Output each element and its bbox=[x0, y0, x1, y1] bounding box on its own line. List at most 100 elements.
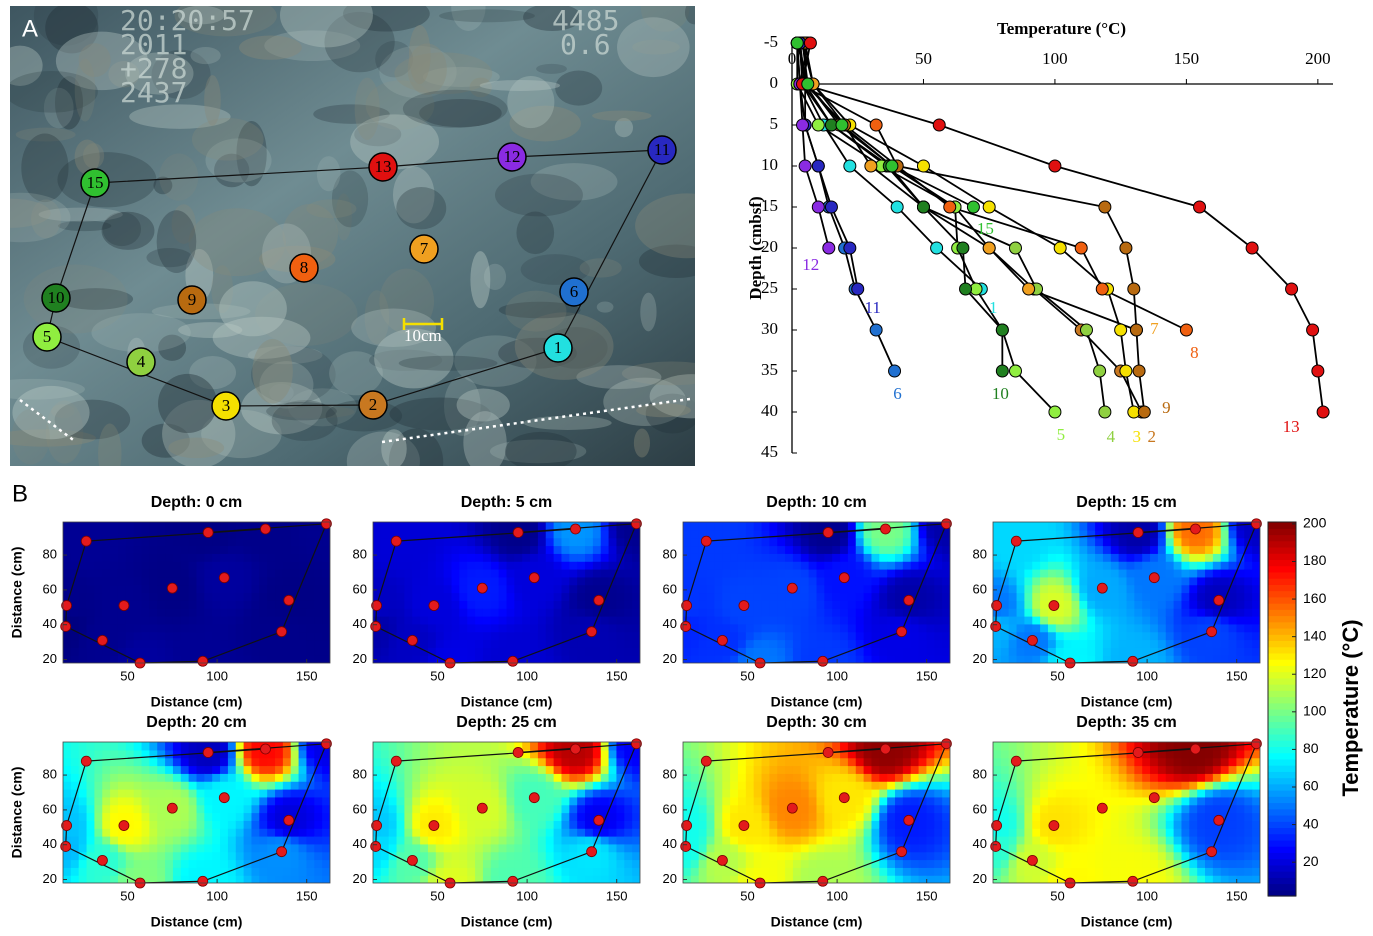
sensor-point bbox=[407, 855, 417, 865]
field-cell bbox=[616, 860, 624, 868]
field-cell bbox=[824, 844, 832, 852]
field-cell bbox=[381, 616, 389, 624]
field-cell bbox=[389, 585, 397, 593]
field-cell bbox=[436, 585, 444, 593]
field-cell bbox=[738, 640, 746, 648]
field-cell bbox=[1017, 546, 1025, 554]
field-cell bbox=[801, 867, 809, 875]
field-cell bbox=[428, 569, 436, 577]
field-cell bbox=[793, 836, 801, 844]
field-cell bbox=[381, 750, 389, 758]
field-cell bbox=[251, 569, 259, 577]
field-cell bbox=[1095, 647, 1103, 655]
field-cell bbox=[593, 585, 601, 593]
profile-point bbox=[967, 201, 979, 213]
field-cell bbox=[499, 844, 507, 852]
field-cell bbox=[181, 593, 189, 601]
y-tick-label: 20 bbox=[43, 651, 57, 666]
field-cell bbox=[1001, 742, 1009, 750]
field-cell bbox=[691, 655, 699, 663]
field-cell bbox=[165, 758, 173, 766]
rock-texture bbox=[102, 212, 155, 250]
field-cell bbox=[499, 742, 507, 750]
field-cell bbox=[601, 852, 609, 860]
field-cell bbox=[204, 553, 212, 561]
sensor-point bbox=[61, 621, 71, 631]
field-cell bbox=[71, 828, 79, 836]
field-cell bbox=[306, 632, 314, 640]
field-cell bbox=[291, 773, 299, 781]
profile-point bbox=[852, 283, 864, 295]
field-cell bbox=[102, 844, 110, 852]
field-cell bbox=[569, 608, 577, 616]
field-cell bbox=[561, 836, 569, 844]
field-cell bbox=[809, 828, 817, 836]
field-cell bbox=[699, 600, 707, 608]
field-cell bbox=[762, 797, 770, 805]
field-cell bbox=[848, 600, 856, 608]
field-cell bbox=[149, 773, 157, 781]
field-cell bbox=[817, 593, 825, 601]
field-cell bbox=[840, 561, 848, 569]
field-cell bbox=[499, 593, 507, 601]
field-cell bbox=[322, 828, 330, 836]
field-cell bbox=[1048, 569, 1056, 577]
site-label: 6 bbox=[570, 282, 579, 301]
y-tick-label: 40 bbox=[663, 616, 677, 631]
field-cell bbox=[283, 781, 291, 789]
field-cell bbox=[220, 813, 228, 821]
field-cell bbox=[259, 766, 267, 774]
field-cell bbox=[63, 867, 71, 875]
field-cell bbox=[616, 867, 624, 875]
field-cell bbox=[848, 593, 856, 601]
field-cell bbox=[1095, 569, 1103, 577]
field-cell bbox=[934, 820, 942, 828]
field-cell bbox=[887, 546, 895, 554]
field-cell bbox=[397, 561, 405, 569]
field-cell bbox=[554, 844, 562, 852]
field-cell bbox=[157, 813, 165, 821]
field-cell bbox=[609, 538, 617, 546]
field-cell bbox=[220, 773, 228, 781]
y-tick-label: 80 bbox=[43, 547, 57, 562]
field-cell bbox=[926, 820, 934, 828]
field-cell bbox=[475, 820, 483, 828]
field-cell bbox=[94, 813, 102, 821]
field-cell bbox=[126, 844, 134, 852]
field-cell bbox=[871, 632, 879, 640]
field-cell bbox=[801, 561, 809, 569]
field-cell bbox=[173, 608, 181, 616]
field-cell bbox=[1095, 600, 1103, 608]
field-cell bbox=[251, 852, 259, 860]
field-cell bbox=[856, 844, 864, 852]
field-cell bbox=[832, 844, 840, 852]
field-cell bbox=[514, 624, 522, 632]
field-cell bbox=[762, 867, 770, 875]
field-cell bbox=[259, 805, 267, 813]
field-cell bbox=[801, 593, 809, 601]
field-cell bbox=[585, 867, 593, 875]
field-cell bbox=[1040, 530, 1048, 538]
field-cell bbox=[887, 616, 895, 624]
field-cell bbox=[691, 616, 699, 624]
field-cell bbox=[322, 805, 330, 813]
field-cell bbox=[714, 766, 722, 774]
field-cell bbox=[840, 546, 848, 554]
field-cell bbox=[722, 553, 730, 561]
field-cell bbox=[467, 647, 475, 655]
field-cell bbox=[189, 805, 197, 813]
field-cell bbox=[993, 577, 1001, 585]
field-cell bbox=[1111, 577, 1119, 585]
field-cell bbox=[444, 585, 452, 593]
field-cell bbox=[919, 766, 927, 774]
field-cell bbox=[1119, 600, 1127, 608]
field-cell bbox=[809, 852, 817, 860]
field-cell bbox=[691, 875, 699, 883]
field-cell bbox=[157, 766, 165, 774]
field-cell bbox=[389, 789, 397, 797]
field-cell bbox=[856, 781, 864, 789]
field-cell bbox=[1244, 585, 1252, 593]
field-cell bbox=[157, 561, 165, 569]
field-cell bbox=[244, 616, 252, 624]
field-cell bbox=[1229, 530, 1237, 538]
